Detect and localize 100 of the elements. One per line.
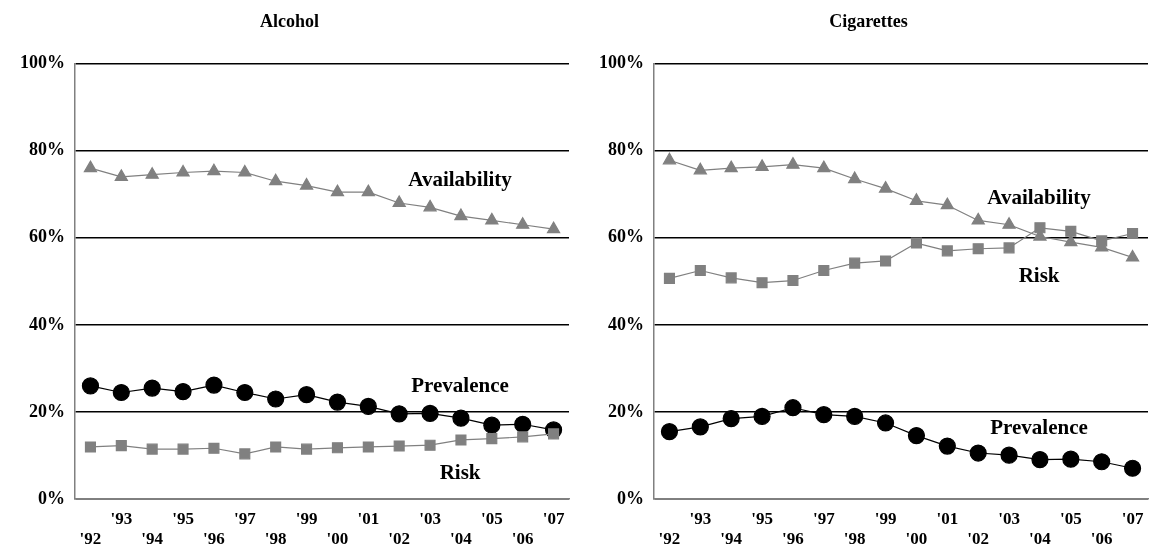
point (940, 197, 954, 210)
x-tick-label: '03 (998, 508, 1020, 528)
point (663, 272, 675, 284)
point (486, 433, 498, 445)
y-tick-label: 80% (608, 139, 644, 160)
x-tick-label: '01 (936, 508, 959, 528)
y-tick-label: 100% (20, 52, 65, 73)
point (1093, 453, 1111, 471)
y-tick-label: 0% (38, 487, 65, 508)
point (880, 255, 892, 267)
point (722, 410, 740, 428)
x-tick-label: '92 (658, 529, 681, 549)
series-label: Prevalence (990, 415, 1088, 440)
x-tick-label: '06 (511, 529, 534, 549)
x-tick-label: '96 (203, 529, 225, 549)
point (361, 184, 375, 197)
point (817, 160, 831, 173)
point (176, 164, 190, 177)
x-tick-label: '02 (388, 529, 411, 549)
point (517, 431, 529, 443)
point (941, 245, 953, 257)
x-tick-label: '06 (1090, 529, 1113, 549)
point (238, 164, 252, 177)
point (753, 407, 771, 426)
y-tick-label: 60% (608, 226, 644, 247)
point (909, 193, 924, 205)
x-tick-label: '00 (905, 529, 928, 549)
x-tick-label: '98 (843, 529, 866, 549)
point (1125, 249, 1140, 262)
point (177, 443, 189, 455)
point (483, 416, 501, 434)
point (907, 427, 926, 445)
point (362, 441, 374, 453)
chart-title: Cigarettes (829, 11, 908, 32)
y-tick-label: 40% (29, 313, 65, 334)
series-label: Prevalence (411, 373, 509, 398)
point (1034, 222, 1046, 234)
x-tick-label: '96 (782, 529, 804, 549)
point (514, 415, 532, 433)
point (83, 160, 98, 173)
x-tick-label: '04 (1029, 529, 1052, 549)
point (208, 442, 220, 454)
point (424, 439, 436, 451)
x-tick-label: '93 (689, 508, 712, 528)
x-tick-label: '97 (812, 508, 836, 528)
point (359, 397, 377, 416)
point (299, 177, 314, 190)
point (1003, 242, 1015, 254)
x-tick-label: '94 (141, 529, 164, 549)
x-tick-label: '98 (264, 529, 287, 549)
point (390, 405, 408, 423)
point (724, 160, 738, 173)
point (1062, 450, 1080, 468)
point (205, 376, 223, 394)
point (112, 383, 130, 402)
point (301, 443, 313, 455)
point (1096, 235, 1108, 247)
point (662, 152, 677, 165)
point (330, 184, 345, 197)
point (392, 195, 406, 208)
series-label: Risk (1018, 262, 1060, 287)
point (938, 437, 956, 455)
x-tick-label: '02 (967, 529, 990, 549)
x-tick-label: '99 (874, 508, 897, 528)
point (207, 163, 221, 176)
point (878, 181, 893, 193)
point (331, 442, 343, 454)
chart-title: Alcohol (259, 11, 320, 32)
point (115, 440, 127, 452)
x-tick-label: '05 (1059, 508, 1082, 528)
point (848, 171, 862, 184)
y-tick-label: 0% (617, 487, 644, 508)
y-tick-label: 80% (29, 139, 65, 160)
point (455, 434, 467, 446)
x-tick-label: '05 (480, 508, 503, 528)
point (755, 159, 769, 171)
x-tick-label: '95 (172, 508, 194, 528)
x-tick-label: '94 (720, 529, 743, 549)
point (145, 167, 159, 179)
y-tick-label: 20% (29, 400, 65, 421)
series-label: Availability (408, 167, 513, 192)
x-tick-label: '97 (233, 508, 257, 528)
point (546, 221, 561, 234)
point (84, 441, 96, 453)
point (421, 404, 439, 422)
point (1064, 234, 1078, 247)
point (393, 440, 405, 452)
x-tick-label: '92 (79, 529, 102, 549)
x-tick-label: '07 (1121, 508, 1144, 528)
series-label: Availability (987, 184, 1092, 209)
point (239, 448, 251, 460)
x-tick-label: '01 (357, 508, 380, 528)
point (787, 274, 799, 287)
x-tick-label: '95 (751, 508, 773, 528)
point (1002, 217, 1016, 229)
point (725, 272, 737, 284)
point (784, 399, 802, 417)
point (969, 444, 987, 462)
point (236, 383, 254, 402)
x-tick-label: '04 (450, 529, 473, 549)
